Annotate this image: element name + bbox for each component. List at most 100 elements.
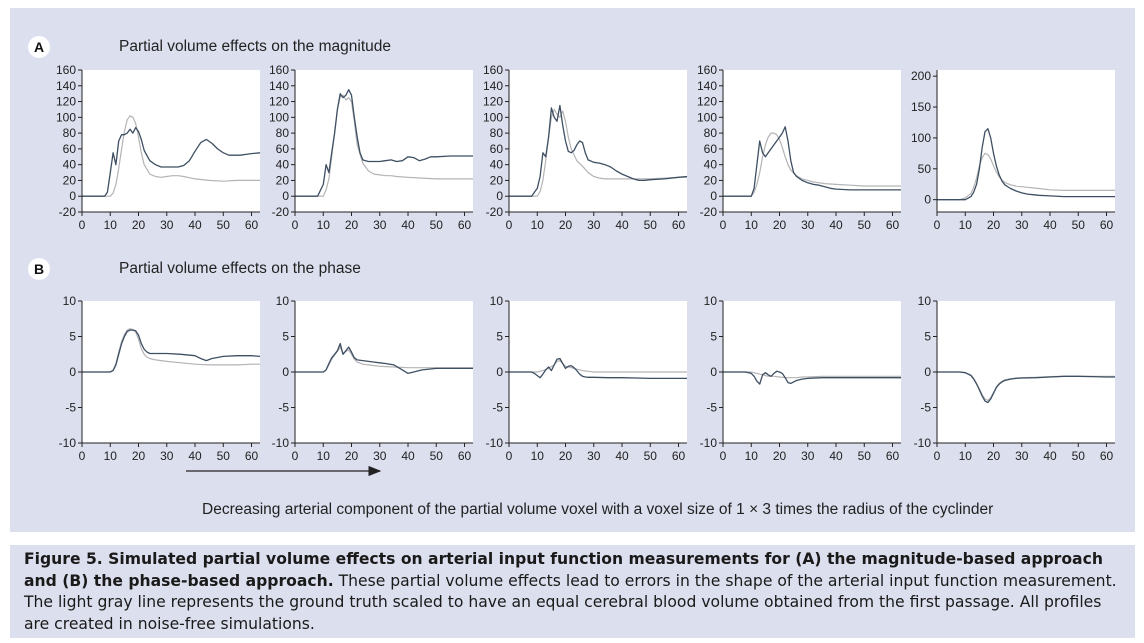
chart-a3-ytick-label: 160 (483, 63, 503, 77)
chart-a1-plot-area (82, 70, 260, 212)
chart-a4-xtick-label: 0 (720, 218, 727, 232)
chart-a4-xtick-label: 60 (886, 218, 900, 232)
chart-a4-xtick-label: 10 (745, 218, 759, 232)
chart-a4-ytick-label: 0 (710, 189, 717, 203)
chart-b4-ytick-label: -10 (700, 436, 718, 450)
chart-b3-xtick-label: 20 (559, 449, 573, 463)
chart-a3-xtick-label: 40 (615, 218, 629, 232)
chart-b3-ytick-label: -10 (486, 436, 504, 450)
chart-b2-xtick-label: 0 (292, 449, 299, 463)
chart-a3-xtick-label: 10 (531, 218, 545, 232)
chart-b1-ytick-label: 5 (69, 330, 76, 344)
chart-a5-xtick-label: 30 (1015, 218, 1029, 232)
chart-b3: -10 -5 0 5 10 0 10 20 30 40 50 60 (486, 294, 687, 463)
chart-b3-ytick-label: -5 (492, 401, 503, 415)
chart-a4-ytick-label: 100 (697, 110, 717, 124)
chart-b5-xtick-label: 50 (1072, 449, 1086, 463)
chart-b5-xtick-label: 40 (1043, 449, 1057, 463)
chart-b5-xtick-label: 60 (1100, 449, 1114, 463)
chart-a3-measured-line (509, 104, 688, 197)
chart-a5-xtick-label: 60 (1100, 218, 1114, 232)
chart-b4-xtick-label: 40 (829, 449, 843, 463)
chart-a5-xtick-label: 20 (987, 218, 1001, 232)
chart-a1-xtick-label: 50 (217, 218, 231, 232)
chart-b2-xtick-label: 50 (430, 449, 444, 463)
chart-b2: -10 -5 0 5 10 0 10 20 30 40 50 60 (272, 294, 473, 463)
chart-a3-ytick-label: 100 (483, 110, 503, 124)
panel-b-label: B (28, 258, 50, 280)
chart-b3-xtick-label: 60 (672, 449, 686, 463)
chart-a1-xtick-label: 20 (132, 218, 146, 232)
chart-b2-plot-area (295, 301, 473, 443)
caption-bold: Figure 5. Simulated partial volume effec… (24, 550, 1103, 590)
chart-b1-xtick-label: 20 (132, 449, 146, 463)
chart-a1-ground_truth-line (82, 115, 260, 197)
chart-b1-ytick-label: 0 (69, 365, 76, 379)
chart-b2-measured-line (295, 342, 473, 375)
chart-a3-ytick-label: 140 (483, 79, 503, 93)
chart-b1-xtick-label: 60 (245, 449, 259, 463)
chart-a5-measured-line (937, 128, 1115, 201)
chart-b5-plot-area (937, 301, 1115, 443)
chart-b2-ytick-label: 10 (276, 294, 290, 308)
chart-b4-xtick-label: 10 (745, 449, 759, 463)
chart-b4-ytick-label: 10 (704, 294, 718, 308)
chart-a3-xtick-label: 50 (644, 218, 658, 232)
chart-b3-xtick-label: 40 (615, 449, 629, 463)
chart-b2-ytick-label: 5 (282, 330, 289, 344)
chart-a1-ytick-label: 140 (56, 79, 76, 93)
chart-a1-ytick-label: 60 (63, 142, 77, 156)
panel-a-label: A (28, 36, 50, 58)
chart-b1-xtick-label: 10 (104, 449, 118, 463)
chart-b4-ytick-label: 5 (710, 330, 717, 344)
chart-b3-xtick-label: 10 (531, 449, 545, 463)
chart-b4-xtick-label: 50 (858, 449, 872, 463)
panel-b-title: Partial volume effects on the phase (119, 260, 361, 277)
chart-a4-ytick-label: 40 (704, 158, 718, 172)
chart-a4-ytick-label: 120 (697, 95, 717, 109)
chart-a1-xtick-label: 60 (245, 218, 259, 232)
chart-a5-ytick-label: 50 (918, 162, 932, 176)
chart-a3-xtick-label: 0 (506, 218, 513, 232)
chart-b1-ytick-label: 10 (63, 294, 77, 308)
chart-a2-ytick-label: 40 (276, 158, 290, 172)
chart-b5-xtick-label: 20 (987, 449, 1001, 463)
chart-a1-ytick-label: 80 (63, 126, 77, 140)
chart-a3-xtick-label: 60 (672, 218, 686, 232)
chart-b2-xtick-label: 60 (458, 449, 472, 463)
chart-b2-xtick-label: 30 (373, 449, 387, 463)
chart-a4-xtick-label: 40 (829, 218, 843, 232)
chart-a2-xtick-label: 20 (345, 218, 359, 232)
chart-b5-xtick-label: 10 (959, 449, 973, 463)
chart-b1-xtick-label: 50 (217, 449, 231, 463)
chart-a4-ytick-label: 60 (704, 142, 718, 156)
chart-b4-ytick-label: -5 (706, 401, 717, 415)
figure-caption: Figure 5. Simulated partial volume effec… (10, 545, 1135, 638)
chart-a2-plot-area (295, 70, 473, 212)
chart-b4-xtick-label: 0 (720, 449, 727, 463)
chart-b1-ytick-label: -5 (65, 401, 76, 415)
chart-b4-xtick-label: 20 (773, 449, 787, 463)
chart-a5-xtick-label: 40 (1043, 218, 1057, 232)
chart-b5-ytick-label: 5 (924, 330, 931, 344)
chart-b5-ytick-label: 10 (918, 294, 932, 308)
chart-b5-xtick-label: 30 (1015, 449, 1029, 463)
chart-a2-ytick-label: 120 (269, 95, 289, 109)
chart-a1-ytick-label: 20 (63, 173, 77, 187)
chart-a1-xtick-label: 40 (188, 218, 202, 232)
chart-a5: 0 50 100 150 200 0 10 20 30 40 50 60 (911, 69, 1115, 232)
chart-a3-ytick-label: 120 (483, 95, 503, 109)
chart-a1-xtick-label: 0 (79, 218, 86, 232)
chart-b4-xtick-label: 60 (886, 449, 900, 463)
chart-b2-ytick-label: -5 (278, 401, 289, 415)
chart-a2-ytick-label: 100 (269, 110, 289, 124)
chart-a4-plot-area (723, 70, 901, 212)
chart-b4-ground_truth-line (723, 371, 901, 379)
caption-text: These partial volume effects lead to err… (24, 571, 1117, 633)
chart-a1-xtick-label: 10 (104, 218, 118, 232)
chart-a4-ground_truth-line (723, 132, 901, 197)
